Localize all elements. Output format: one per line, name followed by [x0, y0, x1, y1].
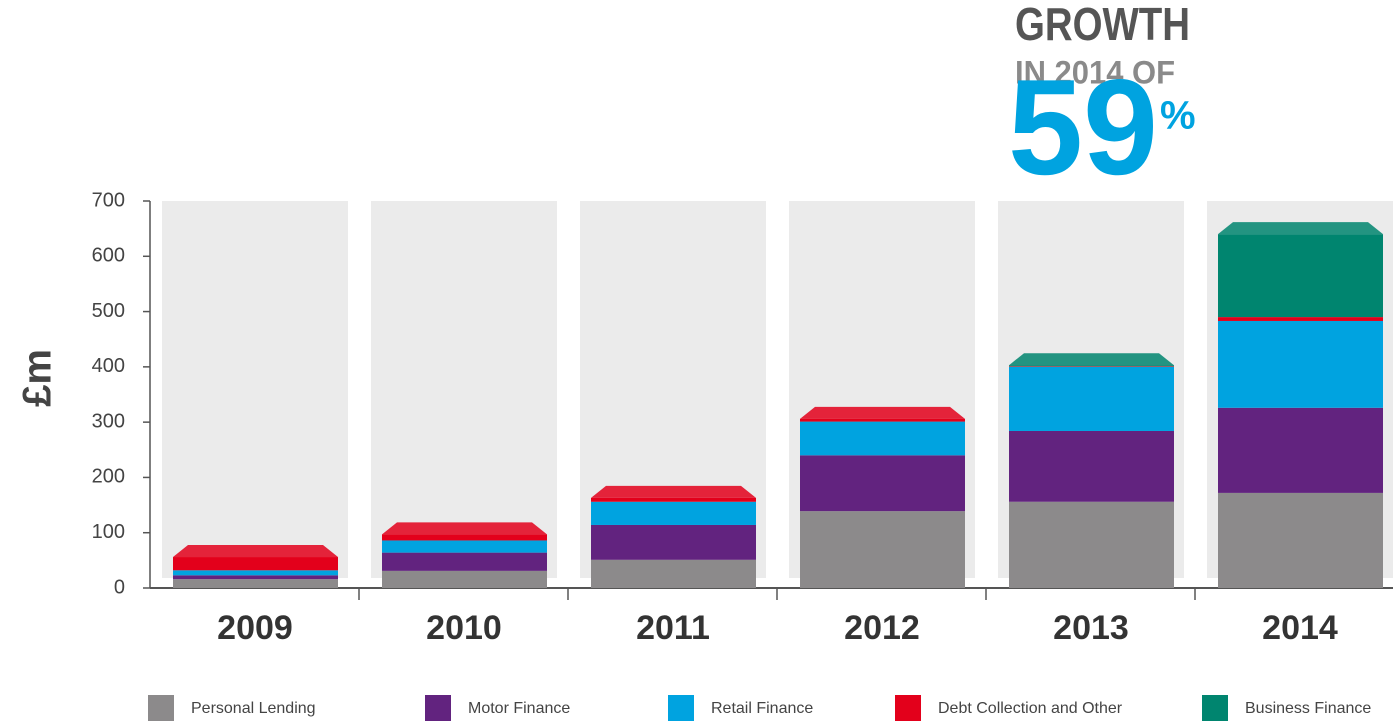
legend-label: Retail Finance — [711, 700, 813, 717]
y-tick-label: 600 — [92, 245, 125, 267]
legend-swatch — [668, 695, 694, 721]
callout-value: 59 — [1008, 51, 1158, 203]
bar-segment — [1009, 366, 1174, 431]
x-tick-label: 2011 — [636, 609, 710, 647]
bar-segment — [591, 497, 756, 502]
bar-cap — [173, 545, 338, 558]
x-tick-label: 2009 — [217, 609, 293, 647]
bar-segment — [173, 557, 338, 571]
y-tick-label: 200 — [92, 466, 125, 488]
bar-segment — [382, 570, 547, 588]
bar-segment — [1218, 317, 1383, 321]
band-background — [162, 201, 348, 578]
bar-segment — [1009, 430, 1174, 502]
legend-swatch — [148, 695, 174, 721]
bar-cap — [800, 406, 965, 419]
bar-segment — [800, 511, 965, 588]
bar-segment — [173, 579, 338, 588]
callout-line1: GROWTH — [1015, 0, 1190, 50]
bar-segment — [173, 575, 338, 580]
bar-segment — [1218, 320, 1383, 408]
y-tick-label: 100 — [92, 521, 125, 543]
legend-label: Personal Lending — [191, 700, 316, 717]
callout-line2: IN 2014 OF — [1015, 54, 1175, 90]
x-tick-label: 2014 — [1262, 609, 1338, 647]
bar-cap — [1009, 353, 1174, 366]
y-tick-label: 0 — [114, 576, 125, 598]
bar-segment — [591, 524, 756, 560]
legend-swatch — [425, 695, 451, 721]
bar-segment — [591, 501, 756, 525]
y-tick-label: 500 — [92, 300, 125, 322]
bar-cap — [1218, 222, 1383, 235]
callout-unit: % — [1160, 94, 1196, 138]
bar-segment — [173, 570, 338, 576]
band-background — [371, 201, 557, 578]
bar-segment — [1218, 234, 1383, 318]
y-tick-label: 300 — [92, 410, 125, 432]
bar-segment — [382, 540, 547, 553]
x-tick-label: 2010 — [426, 609, 502, 647]
bar-cap — [382, 522, 547, 535]
bar-segment — [382, 552, 547, 571]
legend-label: Motor Finance — [468, 700, 570, 717]
bar-segment — [1009, 365, 1174, 367]
bar-segment — [382, 534, 547, 541]
bar-segment — [800, 455, 965, 512]
bar-cap — [591, 485, 756, 498]
y-axis-label: £m — [16, 349, 60, 407]
x-tick-label: 2013 — [1053, 609, 1129, 647]
x-tick-label: 2012 — [844, 609, 920, 647]
bar-segment — [1009, 501, 1174, 588]
legend-label: Business Finance — [1245, 700, 1371, 717]
legend-swatch — [895, 695, 921, 721]
bar-segment — [1218, 492, 1383, 588]
bar-segment — [591, 559, 756, 588]
y-tick-label: 400 — [92, 355, 125, 377]
bar-segment — [1009, 366, 1174, 367]
legend-swatch — [1202, 695, 1228, 721]
y-tick-label: 700 — [92, 189, 125, 211]
bar-segment — [800, 418, 965, 422]
bar-segment — [800, 421, 965, 456]
bar-segment — [1218, 407, 1383, 493]
legend-label: Debt Collection and Other — [938, 700, 1123, 717]
